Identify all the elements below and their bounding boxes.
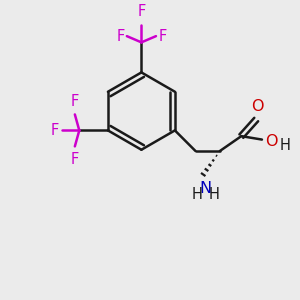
- Text: O: O: [251, 99, 263, 114]
- Text: H: H: [280, 138, 291, 153]
- Text: H: H: [191, 188, 203, 202]
- Text: H: H: [209, 187, 220, 202]
- Text: F: F: [50, 123, 59, 138]
- Text: N: N: [200, 181, 211, 196]
- Text: F: F: [116, 28, 124, 44]
- Text: F: F: [158, 28, 166, 44]
- Text: F: F: [71, 152, 79, 166]
- Text: F: F: [71, 94, 79, 109]
- Text: O: O: [266, 134, 278, 148]
- Text: F: F: [137, 4, 146, 20]
